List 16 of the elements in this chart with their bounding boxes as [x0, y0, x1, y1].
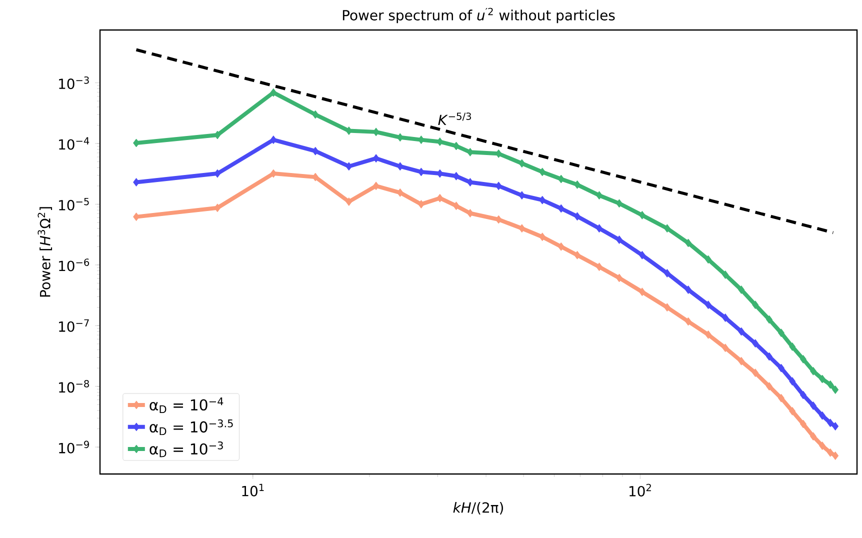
y-tick-label: 10$^{−3}$ — [59, 76, 89, 90]
y-tick-label: 10$^{−5}$ — [59, 198, 89, 210]
y-tick-label: 10$^{−4}$ — [59, 137, 90, 150]
legend-label: α$_{D}$ = 10$^{−3}$ — [150, 441, 223, 458]
y-tick-label: 10$^{−6}$ — [59, 258, 90, 272]
y-axis-title: Power [H$^{3}$Ω$^{2}$] — [38, 207, 52, 297]
y-tick-label: 10$^{−7}$ — [59, 319, 89, 332]
annotation: K$^{−5/3}$ — [438, 112, 471, 126]
y-tick-label: 10$^{−9}$ — [59, 440, 89, 454]
x-axis-title: kH/(2π) — [453, 502, 504, 514]
y-tick-label: 10$^{−8}$ — [59, 380, 89, 393]
legend-label: α$_{D}$ = 10$^{−3.5}$ — [150, 419, 233, 436]
x-tick-label: 10$^{1}$ — [242, 484, 264, 496]
x-tick-label: 10$^{2}$ — [629, 484, 651, 496]
chart-title: Power spectrum of u$^{′2}$ without particles — [342, 8, 615, 24]
legend-label: α$_{D}$ = 10$^{−4}$ — [150, 397, 224, 413]
